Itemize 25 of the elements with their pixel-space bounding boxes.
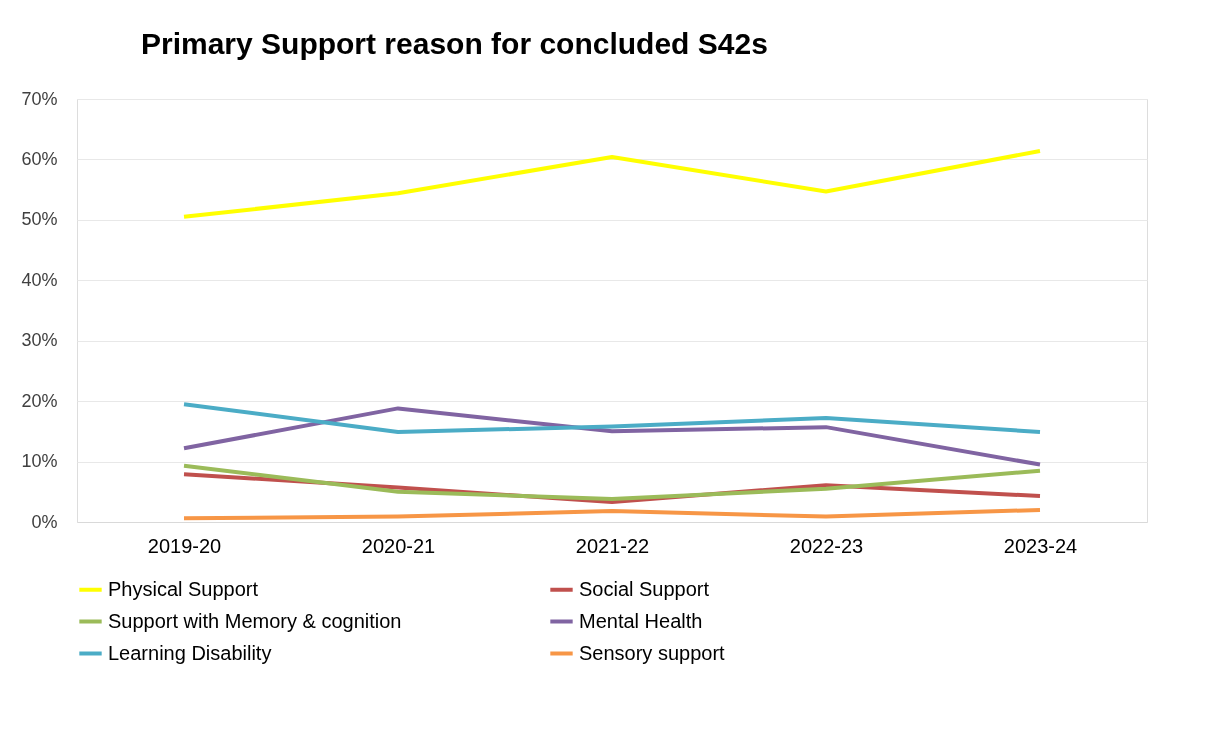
legend-label: Physical Support [108,577,259,600]
line-series [182,402,1042,434]
legend-label: Support with Memory & cognition [108,609,402,632]
y-tick-label: 0% [31,511,58,532]
x-tick-label: 2020-21 [361,534,436,557]
x-tick-label: 2022-23 [789,534,864,557]
y-tick-label: 60% [21,148,58,169]
x-tick-label: 2021-22 [575,534,650,557]
y-tick-label: 40% [21,269,58,290]
y-tick-label: 20% [21,390,58,411]
legend-label: Learning Disability [108,641,272,664]
legend-label: Sensory support [579,641,726,664]
y-tick-label: 50% [21,209,58,230]
legend-label: Mental Health [579,609,703,632]
y-tick-label: 70% [21,88,58,109]
line-series [182,406,1042,467]
line-series [182,507,1042,521]
y-tick-label: 10% [21,451,58,472]
y-tick-label: 30% [21,330,58,351]
line-series [182,463,1042,502]
chart-title: Primary Support reason for concluded S42s [140,27,768,60]
x-tick-label: 2019-20 [147,534,222,557]
legend-label: Social Support [579,577,710,600]
x-tick-label: 2023-24 [1003,534,1078,557]
line-series [182,148,1042,219]
